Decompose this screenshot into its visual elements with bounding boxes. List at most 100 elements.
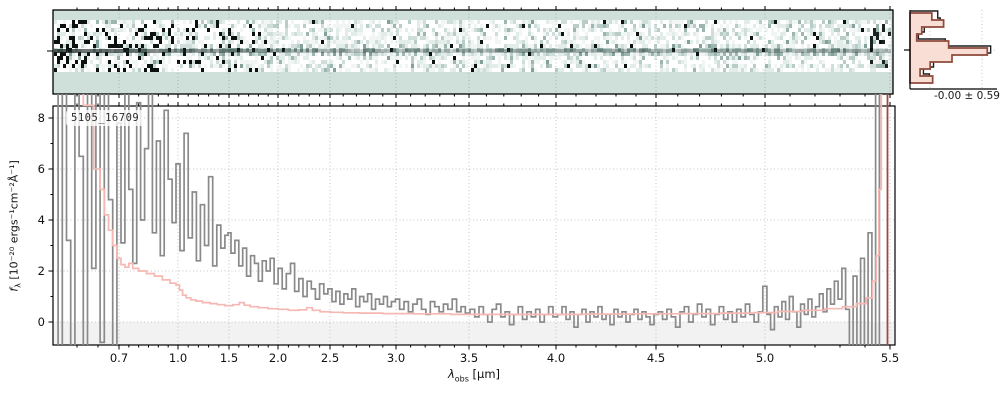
- noise-cell: [381, 32, 384, 36]
- noise-cell: [579, 52, 582, 56]
- noise-cell: [696, 44, 699, 48]
- x-tick-label: 4.5: [647, 351, 665, 365]
- noise-cell: [765, 60, 768, 64]
- noise-cell: [555, 28, 558, 32]
- noise-cell: [714, 56, 717, 60]
- noise-cell: [441, 44, 444, 48]
- noise-cell: [822, 20, 825, 24]
- noise-cell: [561, 64, 564, 68]
- noise-cell: [756, 56, 759, 60]
- noise-cell: [636, 56, 639, 60]
- noise-cell: [627, 60, 630, 64]
- noise-cell: [429, 44, 432, 48]
- noise-cell: [678, 40, 681, 44]
- noise-cell: [195, 40, 198, 44]
- trace-cell: [681, 49, 684, 53]
- noise-cell: [231, 24, 234, 28]
- noise-cell: [492, 28, 495, 32]
- noise-cell: [192, 24, 195, 28]
- noise-cell: [726, 60, 729, 64]
- noise-cell: [573, 60, 576, 64]
- noise-cell: [174, 32, 177, 36]
- noise-cell: [813, 48, 816, 52]
- noise-cell: [516, 24, 519, 28]
- noise-cell: [684, 40, 687, 44]
- noise-cell: [813, 56, 816, 60]
- noise-cell: [576, 64, 579, 68]
- noise-cell: [90, 56, 93, 60]
- noise-cell: [303, 44, 306, 48]
- noise-cell: [861, 68, 864, 72]
- noise-cell: [543, 20, 546, 24]
- noise-cell: [69, 36, 72, 40]
- noise-cell: [153, 20, 156, 24]
- noise-cell: [510, 44, 513, 48]
- noise-cell: [678, 64, 681, 68]
- noise-cell: [273, 56, 276, 60]
- noise-cell: [645, 64, 648, 68]
- noise-cell: [480, 20, 483, 24]
- noise-cell: [666, 36, 669, 40]
- noise-cell: [231, 40, 234, 44]
- noise-cell: [642, 48, 645, 52]
- noise-cell: [699, 40, 702, 44]
- noise-cell: [210, 64, 213, 68]
- noise-cell: [669, 52, 672, 56]
- trace-cell: [852, 49, 855, 53]
- noise-cell: [291, 56, 294, 60]
- noise-cell: [273, 44, 276, 48]
- noise-cell: [702, 48, 705, 52]
- noise-cell: [579, 40, 582, 44]
- noise-cell: [249, 24, 252, 28]
- noise-cell: [708, 40, 711, 44]
- noise-cell: [240, 40, 243, 44]
- noise-cell: [213, 52, 216, 56]
- noise-cell: [375, 68, 378, 72]
- noise-cell: [345, 52, 348, 56]
- noise-cell: [390, 20, 393, 24]
- noise-cell: [663, 40, 666, 44]
- noise-cell: [768, 68, 771, 72]
- trace-cell: [372, 49, 375, 53]
- noise-cell: [849, 56, 852, 60]
- noise-cell: [144, 36, 147, 40]
- noise-cell: [465, 64, 468, 68]
- noise-cell: [834, 52, 837, 56]
- noise-cell: [612, 64, 615, 68]
- noise-cell: [537, 28, 540, 32]
- noise-cell: [498, 68, 501, 72]
- noise-cell: [123, 28, 126, 32]
- noise-cell: [606, 24, 609, 28]
- noise-cell: [57, 64, 60, 68]
- noise-cell: [429, 48, 432, 52]
- noise-cell: [789, 32, 792, 36]
- noise-cell: [432, 64, 435, 68]
- noise-cell: [165, 64, 168, 68]
- noise-cell: [210, 60, 213, 64]
- noise-cell: [435, 36, 438, 40]
- noise-cell: [582, 44, 585, 48]
- noise-cell: [75, 68, 78, 72]
- noise-cell: [186, 44, 189, 48]
- noise-cell: [738, 28, 741, 32]
- noise-cell: [672, 52, 675, 56]
- noise-cell: [855, 68, 858, 72]
- noise-cell: [318, 24, 321, 28]
- noise-cell: [66, 60, 69, 64]
- noise-cell: [582, 64, 585, 68]
- trace-cell: [453, 49, 456, 53]
- noise-cell: [366, 24, 369, 28]
- noise-cell: [141, 36, 144, 40]
- noise-cell: [69, 68, 72, 72]
- noise-cell: [765, 44, 768, 48]
- noise-cell: [633, 48, 636, 52]
- noise-cell: [441, 56, 444, 60]
- noise-cell: [771, 20, 774, 24]
- noise-cell: [456, 36, 459, 40]
- noise-cell: [468, 56, 471, 60]
- noise-cell: [543, 56, 546, 60]
- noise-cell: [144, 24, 147, 28]
- noise-cell: [861, 56, 864, 60]
- noise-cell: [636, 68, 639, 72]
- noise-cell: [741, 40, 744, 44]
